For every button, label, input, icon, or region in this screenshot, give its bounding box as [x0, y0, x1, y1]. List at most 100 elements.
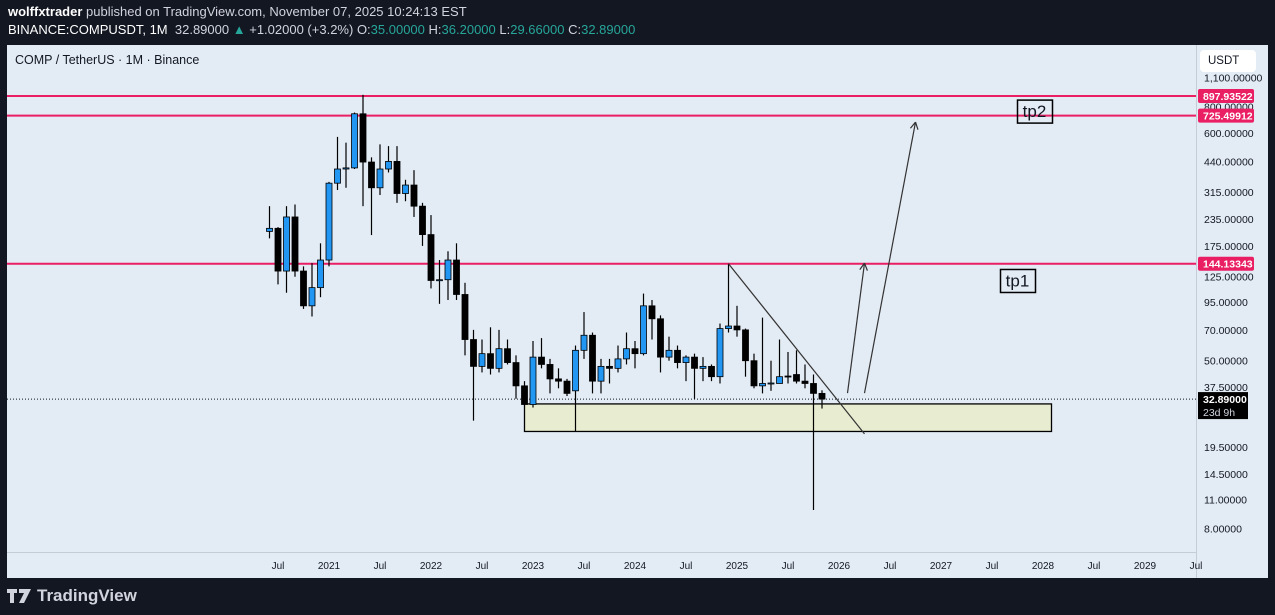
candle[interactable] — [716, 323, 724, 384]
author[interactable]: wolffxtrader — [8, 4, 83, 19]
candle[interactable] — [436, 260, 443, 304]
candle-body-down — [393, 161, 401, 194]
candle[interactable] — [351, 112, 358, 170]
candle-body-up — [623, 348, 630, 360]
candle[interactable] — [631, 340, 639, 369]
candle[interactable] — [623, 332, 630, 365]
candle[interactable] — [818, 390, 826, 409]
candle[interactable] — [725, 263, 732, 333]
candle[interactable] — [359, 94, 367, 207]
candle[interactable] — [733, 305, 741, 337]
candle[interactable] — [682, 355, 690, 382]
level-tag-bg — [1198, 256, 1254, 271]
price-axis-label: 70.00000 — [1204, 325, 1248, 337]
candle[interactable] — [699, 357, 707, 382]
time-axis-label: Jul — [374, 561, 387, 572]
candle[interactable] — [402, 179, 409, 202]
currency-selector[interactable]: USDT — [1200, 50, 1256, 72]
candle[interactable] — [572, 345, 579, 432]
candle[interactable] — [648, 299, 656, 340]
candle[interactable] — [385, 146, 392, 173]
candle[interactable] — [393, 146, 401, 203]
time-axis-label: Jul — [680, 561, 693, 572]
candle[interactable] — [784, 351, 792, 384]
candle[interactable] — [470, 329, 477, 421]
candle[interactable] — [478, 339, 486, 373]
candle[interactable] — [529, 340, 537, 408]
candle[interactable] — [801, 364, 809, 389]
candle[interactable] — [317, 243, 324, 298]
candle[interactable] — [563, 378, 571, 397]
candle[interactable] — [461, 282, 469, 356]
candle-body-up — [759, 383, 766, 387]
candle[interactable] — [640, 293, 647, 356]
low-label: L: — [499, 22, 511, 37]
open-value: 35.00000 — [370, 22, 425, 37]
candle[interactable] — [793, 350, 800, 384]
candle[interactable] — [555, 368, 562, 389]
candle-body-up — [308, 287, 316, 307]
candle[interactable] — [674, 345, 681, 369]
time-axis-label: Jul — [578, 561, 591, 572]
candle[interactable] — [300, 266, 307, 309]
candle[interactable] — [589, 332, 596, 394]
candle[interactable] — [495, 329, 503, 373]
text-label-tp1[interactable]: tp1 — [999, 268, 1037, 294]
candle-body-down — [521, 385, 528, 405]
candle[interactable] — [597, 358, 605, 394]
candle[interactable] — [334, 136, 341, 191]
candle[interactable] — [427, 215, 435, 289]
candle-body-up — [665, 349, 673, 358]
candle[interactable] — [708, 364, 715, 382]
candle[interactable] — [308, 263, 316, 317]
candle[interactable] — [487, 327, 494, 375]
support-zone[interactable] — [523, 403, 1053, 433]
candle[interactable] — [376, 144, 384, 196]
candle-body-up — [351, 113, 358, 169]
candle[interactable] — [283, 206, 290, 293]
candle[interactable] — [691, 353, 698, 399]
time-axis-label: Jul — [986, 561, 999, 572]
candle[interactable] — [810, 374, 817, 511]
candle[interactable] — [419, 202, 426, 246]
candle[interactable] — [410, 170, 418, 217]
candle-body-up — [580, 334, 588, 351]
candle[interactable] — [274, 227, 282, 285]
candle[interactable] — [342, 142, 350, 188]
candle[interactable] — [453, 243, 460, 300]
candle[interactable] — [742, 328, 749, 377]
text-label-tp2[interactable]: tp2 — [1016, 99, 1054, 124]
candle[interactable] — [291, 204, 299, 277]
candle[interactable] — [368, 157, 375, 236]
candle[interactable] — [266, 206, 273, 239]
candle-body-up — [283, 216, 290, 272]
candle[interactable] — [512, 355, 520, 399]
candle[interactable] — [614, 345, 622, 373]
candle[interactable] — [521, 381, 528, 405]
close-value: 32.89000 — [581, 22, 636, 37]
time-axis-label: 2027 — [930, 561, 953, 572]
time-axis-label: Jul — [1190, 561, 1203, 572]
plot-area[interactable]: tp1 tp2 — [7, 94, 1196, 511]
candle[interactable] — [657, 315, 664, 373]
candle[interactable] — [759, 317, 766, 394]
candle[interactable] — [538, 338, 545, 369]
candle[interactable] — [767, 360, 775, 391]
candle[interactable] — [325, 181, 333, 267]
candle[interactable] — [580, 312, 588, 359]
axes: 1,100.00000800.00000600.00000440.0000031… — [272, 72, 1263, 572]
candle[interactable] — [606, 358, 613, 384]
candle[interactable] — [504, 339, 511, 365]
candle[interactable] — [750, 353, 758, 389]
tradingview-logo[interactable]: TradingView — [7, 586, 137, 606]
time-axis-label: 2021 — [318, 561, 341, 572]
candle[interactable] — [546, 358, 554, 394]
chart-panel[interactable] — [7, 45, 1268, 578]
trendline[interactable] — [728, 263, 865, 435]
arrow-drawing[interactable] — [846, 262, 868, 394]
arrow-drawing[interactable] — [863, 121, 919, 394]
candle[interactable] — [776, 339, 783, 384]
candle[interactable] — [444, 251, 452, 300]
candle[interactable] — [665, 336, 673, 361]
